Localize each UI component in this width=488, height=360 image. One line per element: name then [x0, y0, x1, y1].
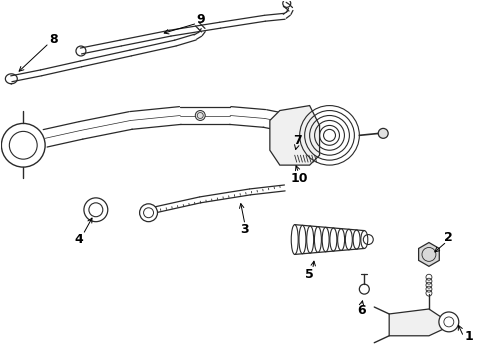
Text: 6: 6 — [356, 305, 365, 318]
Text: 2: 2 — [444, 231, 452, 244]
Circle shape — [84, 198, 107, 222]
Circle shape — [359, 284, 368, 294]
Circle shape — [377, 129, 387, 138]
Polygon shape — [388, 309, 443, 336]
Text: 10: 10 — [290, 171, 308, 185]
Circle shape — [195, 111, 205, 121]
Text: 3: 3 — [240, 223, 249, 236]
Text: 7: 7 — [293, 134, 302, 147]
Text: 8: 8 — [49, 33, 57, 46]
Circle shape — [438, 312, 458, 332]
Circle shape — [139, 204, 157, 222]
Text: 1: 1 — [464, 330, 472, 343]
Text: 5: 5 — [305, 268, 313, 281]
Text: 9: 9 — [196, 13, 204, 26]
Text: 4: 4 — [74, 233, 83, 246]
Polygon shape — [269, 105, 319, 165]
Polygon shape — [418, 243, 438, 266]
